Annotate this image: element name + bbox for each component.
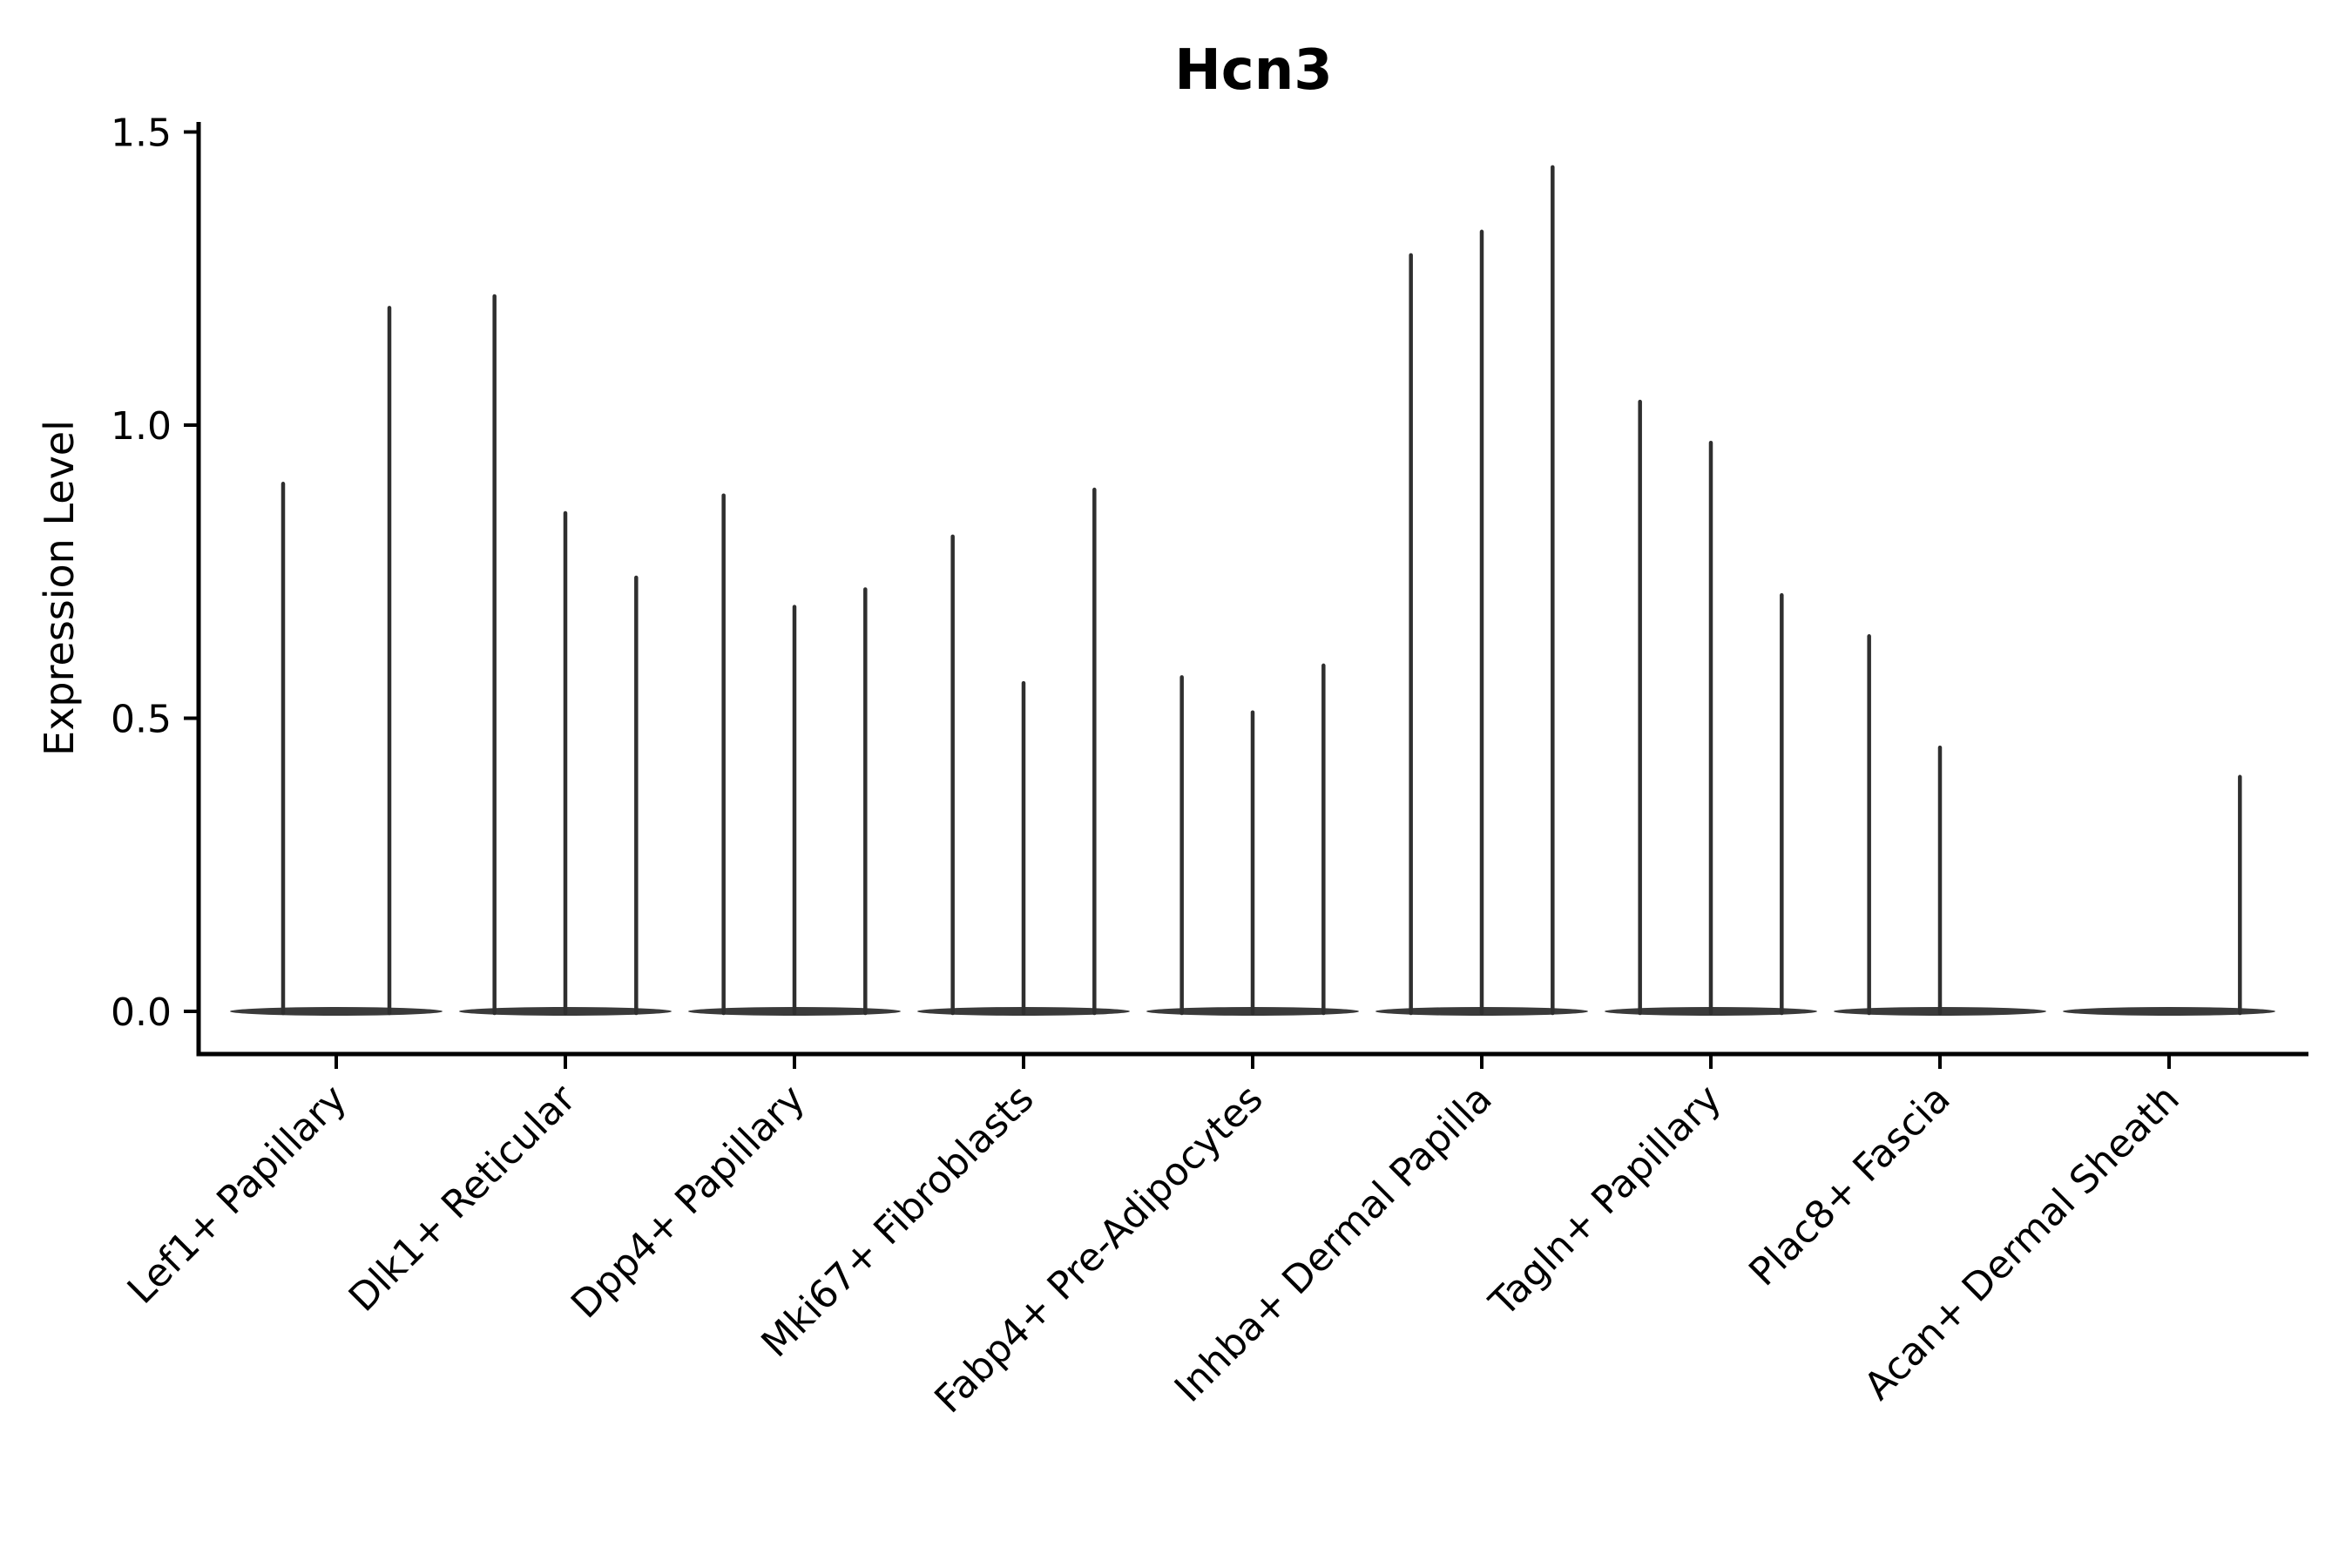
plot-title: Hcn3 — [1174, 38, 1333, 103]
y-tick-label: 1.5 — [111, 112, 172, 156]
violin-base — [230, 1007, 443, 1016]
violin-base — [2063, 1007, 2275, 1016]
y-tick-label: 1.0 — [111, 404, 172, 449]
x-axis-category-label: Dlk1+ Reticular — [341, 1076, 585, 1321]
x-axis-category-label: Tagln+ Papillary — [1481, 1077, 1730, 1326]
y-axis-label: Expression Level — [36, 420, 83, 756]
y-tick-label: 0.5 — [111, 698, 172, 742]
x-axis-category-label: Dpp4+ Papillary — [563, 1077, 814, 1328]
y-tick-label: 0.0 — [111, 990, 172, 1035]
x-axis-category-label: Plac8+ Fascia — [1740, 1077, 1959, 1295]
x-axis-category-label: Lef1+ Papillary — [119, 1077, 355, 1313]
